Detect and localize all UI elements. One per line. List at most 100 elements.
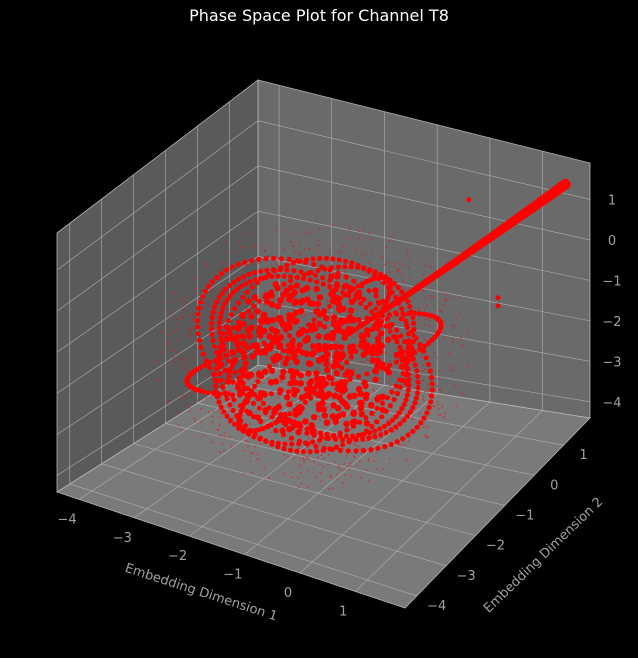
- scatter-point: [372, 428, 378, 434]
- scatter-point: [307, 471, 309, 473]
- scatter-point: [182, 363, 185, 366]
- scatter-point: [254, 246, 257, 249]
- scatter-point: [352, 443, 355, 445]
- x-tick-label: −2: [168, 549, 187, 564]
- scatter-point: [315, 333, 322, 340]
- scatter-point: [364, 371, 370, 377]
- scatter-point: [323, 315, 330, 322]
- scatter-point: [224, 396, 230, 402]
- scatter-point: [211, 421, 214, 424]
- scatter-point: [252, 471, 254, 474]
- scatter-point: [421, 369, 424, 372]
- grid-line-x-floor: [299, 401, 491, 574]
- scatter-point: [173, 361, 175, 364]
- scatter-point: [231, 397, 237, 403]
- scatter-point: [186, 296, 188, 298]
- scatter-point: [237, 388, 244, 396]
- scatter-point: [280, 348, 286, 354]
- grid-line-z-left: [56, 256, 259, 394]
- scatter-point: [367, 460, 370, 462]
- scatter-point: [330, 402, 337, 409]
- scatter-point: [391, 397, 397, 403]
- scatter-point: [286, 324, 293, 331]
- scatter-point: [198, 344, 204, 350]
- scatter-point: [328, 273, 335, 280]
- scatter-point: [397, 444, 400, 446]
- scatter-point: [410, 405, 416, 411]
- scatter-point: [432, 295, 434, 298]
- scatter-point: [199, 289, 202, 292]
- scatter-point: [327, 267, 333, 273]
- scatter-point: [316, 249, 319, 252]
- scatter-point: [307, 229, 310, 231]
- scatter-point: [230, 392, 236, 398]
- scatter-point: [242, 342, 249, 349]
- scatter-point: [218, 377, 224, 383]
- scatter-point: [235, 241, 238, 243]
- scatter-point: [398, 333, 404, 339]
- scatter-point: [177, 424, 180, 426]
- scatter-point: [352, 436, 358, 442]
- scatter-point: [238, 283, 244, 289]
- scatter-point: [310, 256, 316, 262]
- scatter-point: [467, 331, 470, 334]
- scatter-point: [401, 312, 407, 318]
- scatter-point: [423, 368, 426, 371]
- scatter-point: [358, 460, 361, 462]
- scatter-point: [297, 438, 303, 444]
- scatter-point: [207, 365, 213, 371]
- scatter-point: [315, 401, 323, 408]
- scatter-point: [399, 406, 405, 412]
- scatter-point: [445, 299, 448, 302]
- scatter-point: [411, 320, 417, 326]
- scatter-point: [232, 374, 235, 377]
- scatter-point: [361, 447, 367, 454]
- grid-line-x-floor: [134, 376, 332, 519]
- scatter-point: [325, 374, 333, 381]
- scatter-point: [327, 283, 333, 290]
- scatter-point: [260, 275, 266, 281]
- y-tick-label: −3: [457, 569, 476, 584]
- scatter-point: [220, 383, 226, 390]
- scatter-point: [292, 232, 295, 235]
- x-tick-label: −4: [58, 512, 77, 527]
- scatter-point: [286, 315, 293, 322]
- scatter-point: [417, 311, 423, 317]
- scatter-point: [306, 455, 308, 458]
- scatter-point: [433, 376, 436, 379]
- scatter-point: [347, 370, 355, 377]
- scatter-point: [261, 349, 269, 356]
- scatter-point: [249, 307, 252, 310]
- scatter-point: [337, 251, 340, 253]
- scatter-point: [230, 407, 236, 414]
- scatter-point: [406, 310, 412, 316]
- scatter-point: [231, 319, 234, 322]
- scatter-point: [289, 368, 296, 375]
- scatter-point: [210, 337, 216, 344]
- z-tick-label: 1: [608, 193, 616, 208]
- scatter-point: [289, 339, 296, 346]
- scatter-point: [337, 341, 339, 344]
- scatter-point: [184, 396, 187, 398]
- scatter-point: [241, 274, 247, 280]
- scatter-point: [386, 322, 393, 329]
- scatter-point: [428, 319, 431, 322]
- scatter-point: [290, 354, 297, 361]
- grid-line-x-floor: [355, 410, 543, 592]
- scatter-point: [238, 312, 246, 319]
- scatter-point: [374, 362, 381, 370]
- scatter-point: [427, 383, 430, 386]
- scatter-point: [224, 335, 231, 342]
- scatter-point: [382, 274, 389, 280]
- scatter-point: [365, 332, 371, 338]
- scatter-point: [360, 361, 363, 364]
- scatter-point: [327, 406, 329, 408]
- scatter-point: [189, 410, 191, 413]
- scatter-point: [327, 463, 330, 466]
- scatter-point: [342, 482, 344, 484]
- scatter-point: [194, 287, 196, 290]
- scatter-point: [299, 457, 302, 460]
- scatter-point: [219, 423, 221, 426]
- scatter-point: [346, 293, 352, 299]
- scatter-point: [230, 379, 236, 385]
